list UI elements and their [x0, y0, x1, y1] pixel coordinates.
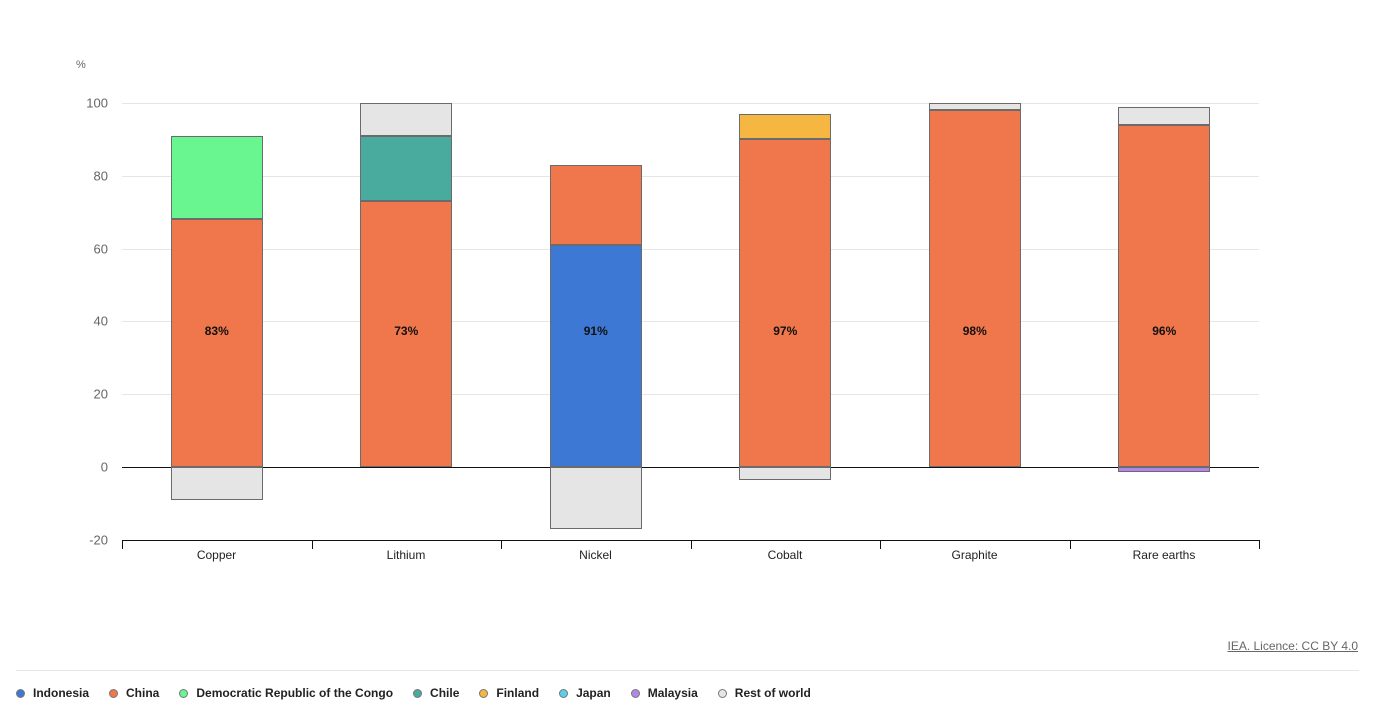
legend-dot-icon — [413, 688, 423, 698]
bar-segment-finland[interactable] — [739, 113, 832, 140]
bar-value-label: 96% — [1152, 323, 1177, 338]
x-tick-label: Cobalt — [767, 548, 803, 562]
x-tick-label: Rare earths — [1132, 548, 1196, 562]
legend-label: China — [126, 686, 160, 700]
legend-item[interactable]: Rest of world — [717, 686, 811, 700]
gridline — [122, 175, 1259, 177]
legend-dot-icon — [630, 688, 640, 698]
x-tick-mark — [1069, 540, 1071, 549]
legend-dot-icon — [179, 688, 189, 698]
bar-segment-democratic-republic-of-the-congo[interactable] — [170, 135, 263, 220]
bar-segment-rest-of-world[interactable] — [928, 103, 1021, 111]
bar-segment-china[interactable] — [360, 201, 453, 467]
bar-segment-rest-of-world[interactable] — [360, 103, 453, 136]
y-tick-label: 40 — [93, 313, 108, 329]
bar-value-label: 98% — [962, 323, 987, 338]
x-tick-mark — [690, 540, 692, 549]
legend-label: Rest of world — [734, 686, 811, 700]
legend-item[interactable]: Chile — [413, 686, 459, 700]
bar-value-label: 91% — [583, 323, 608, 338]
x-tick-label: Copper — [196, 548, 237, 562]
x-tick-label: Lithium — [386, 548, 426, 562]
bar-segment-rest-of-world[interactable] — [739, 467, 832, 480]
x-tick-label: Nickel — [579, 548, 612, 562]
bar-segment-china[interactable] — [549, 164, 642, 245]
legend-item[interactable]: Malaysia — [630, 686, 698, 700]
bar-segment-malaysia[interactable] — [1118, 467, 1211, 472]
bar-segment-china[interactable] — [170, 219, 263, 467]
legend-item[interactable]: Japan — [559, 686, 611, 700]
legend-label: Democratic Republic of the Congo — [196, 686, 394, 700]
bar-segment-china[interactable] — [928, 110, 1021, 467]
legend-label: Finland — [496, 686, 540, 700]
legend-label: Indonesia — [33, 686, 90, 700]
bar-segment-rest-of-world[interactable] — [549, 467, 642, 529]
legend-label: Malaysia — [647, 686, 698, 700]
x-tick-mark — [311, 540, 313, 549]
legend: Indonesia China Democratic Republic of the… — [16, 686, 811, 700]
legend-label: Japan — [576, 686, 611, 700]
x-tick-mark — [501, 540, 502, 549]
bar-value-label: 73% — [394, 323, 419, 338]
gridline — [122, 248, 1259, 250]
gridline — [122, 321, 1259, 323]
legend-item[interactable]: Democratic Republic of the Congo — [179, 686, 393, 700]
bar-segment-chile[interactable] — [360, 135, 453, 202]
legend-item[interactable]: Indonesia — [16, 686, 89, 700]
legend-item[interactable]: Finland — [479, 686, 539, 700]
legend-dot-icon — [559, 688, 569, 698]
y-tick-label: 80 — [93, 168, 108, 184]
legend-label: Chile — [430, 686, 460, 700]
legend-dot-icon — [109, 688, 119, 698]
y-tick-label: 0 — [100, 459, 108, 475]
bar-segment-rest-of-world[interactable] — [1118, 106, 1211, 125]
legend-dot-icon — [717, 688, 727, 698]
bar-segment-rest-of-world[interactable] — [170, 467, 263, 500]
legend-item[interactable]: China — [109, 686, 159, 700]
x-tick-mark — [1259, 540, 1260, 549]
x-tick-mark — [122, 540, 123, 549]
y-tick-label: -20 — [89, 532, 108, 548]
y-tick-label: 60 — [93, 241, 108, 257]
x-tick-mark — [880, 540, 881, 549]
gridline — [122, 103, 1259, 104]
bar-segment-china[interactable] — [739, 139, 832, 467]
y-axis-unit: % — [76, 59, 86, 71]
y-tick-label: 20 — [93, 386, 108, 402]
bar-value-label: 83% — [204, 323, 229, 338]
legend-dot-icon — [16, 688, 25, 698]
x-tick-label: Graphite — [951, 548, 998, 562]
divider — [16, 670, 1359, 671]
legend-dot-icon — [479, 688, 489, 698]
bar-segment-china[interactable] — [1118, 124, 1211, 467]
bar-segment-indonesia[interactable] — [549, 244, 642, 467]
y-tick-label: 100 — [86, 95, 108, 111]
gridline — [122, 394, 1259, 396]
zero-line — [122, 467, 1259, 468]
bar-value-label: 97% — [773, 323, 798, 338]
licence-link[interactable]: IEA. Licence: CC BY 4.0 — [1227, 639, 1358, 653]
